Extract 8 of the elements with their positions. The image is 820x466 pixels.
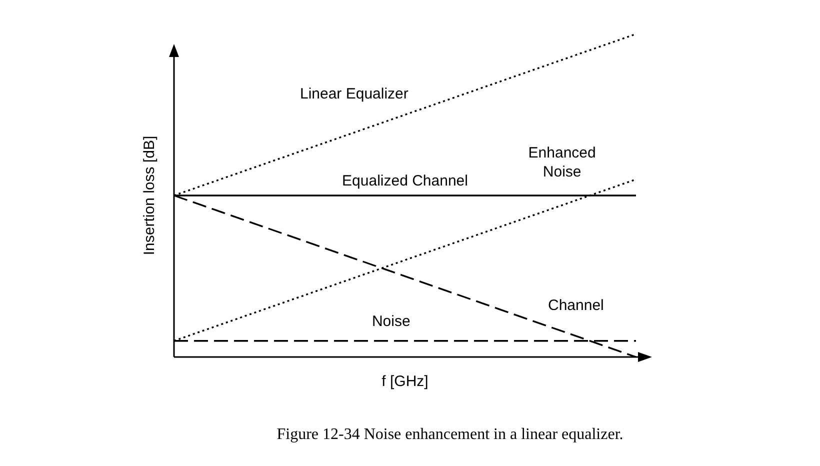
caption: Figure 12-34 Noise enhancement in a linear equalizer. [276,426,624,444]
x-axis-title: f [GHz] [382,373,428,390]
y-axis-title: Insertion loss [dB] [141,136,158,256]
series-label: Enhanced Noise [528,144,596,180]
series-label: Noise [372,312,410,330]
series-label: Equalized Channel [342,172,468,190]
series-label: Linear Equalizer [300,86,408,103]
series-label: Channel [548,297,604,314]
